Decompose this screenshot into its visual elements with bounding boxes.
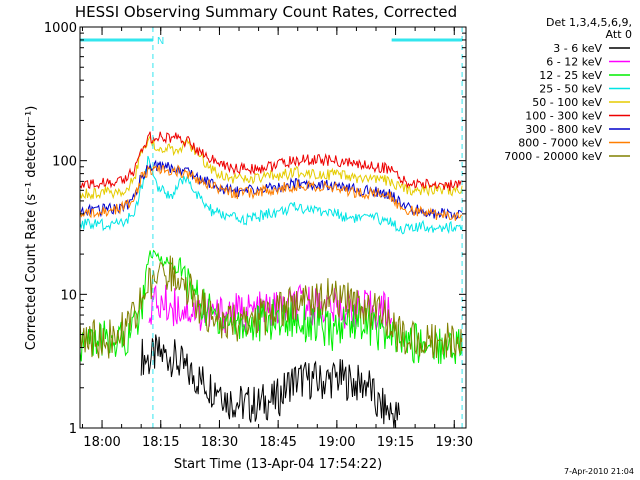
series-line [148,283,393,334]
x-axis-label: Start Time (13-Apr-04 17:54:22) [174,457,382,472]
series-line [79,155,463,235]
legend-item-label: 7000 - 20000 keV [504,150,602,163]
y-tick-label: 1 [69,422,77,437]
legend-item-label: 800 - 7000 keV [518,137,602,150]
legend-item-label: 25 - 50 keV [539,83,602,96]
series-line [140,334,400,429]
y-tick-label: 100 [52,155,77,170]
y-tick-label: 1000 [44,21,77,36]
plot-frame [79,26,467,429]
legend-item-label: 6 - 12 keV [546,56,602,69]
legend-header-line1: Det 1,3,4,5,6,9, [546,16,632,29]
legend-header-line2: Att 0 [606,28,632,41]
footer-timestamp: 7-Apr-2010 21:04 [564,467,634,476]
series-line [79,255,463,359]
y-tick-label: 10 [60,288,77,303]
x-tick-label: 19:00 [318,435,355,450]
x-tick-label: 18:45 [259,435,296,450]
legend-item-label: 50 - 100 keV [532,96,602,109]
chart-title: HESSI Observing Summary Count Rates, Cor… [75,3,457,21]
x-tick-label: 19:30 [436,435,473,450]
y-axis-label: Corrected Count Rate (s⁻¹ detector⁻¹) [24,106,39,351]
x-ticks-group: 18:00 18:15 18:30 18:45 19:00 19:15 19:30 [81,27,473,450]
series-line [79,164,463,221]
y-ticks-group: 1 10 100 1000 [44,21,466,437]
x-tick-label: 18:00 [83,435,120,450]
attenuator-bars-group: N [80,36,463,47]
vertical-markers-group [152,27,463,428]
legend-item-label: 12 - 25 keV [539,69,602,82]
series-line [79,131,463,191]
x-tick-label: 18:15 [142,435,179,450]
series-line [79,134,463,201]
x-tick-label: 18:30 [201,435,238,450]
legend-item-label: 100 - 300 keV [525,110,602,123]
legend-item-label: 3 - 6 keV [553,42,602,55]
legend-item-label: 300 - 800 keV [525,123,602,136]
attenuator-bar-label: N [157,36,164,47]
series-group [79,131,463,429]
series-line [79,159,463,220]
x-tick-label: 19:15 [377,435,414,450]
